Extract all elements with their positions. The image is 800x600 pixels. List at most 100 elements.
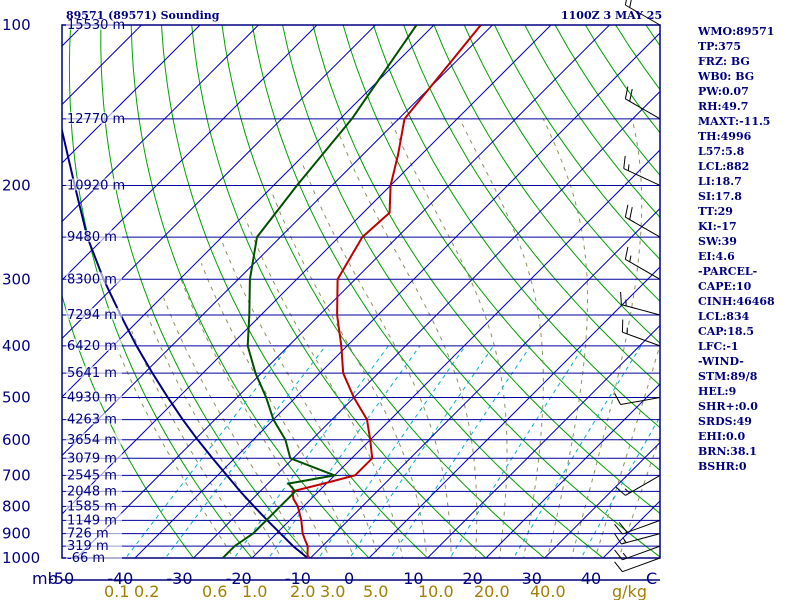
wind-barb bbox=[624, 86, 661, 120]
temperature-tick-label: C bbox=[646, 569, 657, 588]
wind-barb bbox=[614, 519, 661, 535]
index-18: CINH:46468 bbox=[698, 295, 775, 308]
isotherm bbox=[0, 13, 36, 569]
index-27: EHI:0.0 bbox=[698, 430, 746, 443]
barb-staff bbox=[620, 397, 661, 405]
wind-barb bbox=[624, 246, 661, 280]
temperature-tick-label: -30 bbox=[166, 569, 192, 588]
height-label-bg bbox=[66, 366, 122, 379]
height-label-bg bbox=[66, 230, 122, 243]
dry-adiabat bbox=[312, 25, 660, 514]
height-label-bg bbox=[66, 390, 122, 403]
barb-staff bbox=[623, 168, 661, 186]
height-label: 319 m bbox=[67, 539, 109, 554]
height-label: 12770 m bbox=[67, 112, 125, 127]
height-label-bg bbox=[66, 468, 122, 481]
wind-barb bbox=[624, 0, 661, 26]
height-label-bg bbox=[66, 513, 122, 526]
isotherm bbox=[62, 25, 377, 340]
dry-adiabat bbox=[403, 25, 660, 386]
pressure-tick-label: 600 bbox=[2, 431, 31, 449]
mixing-ratio-tick-label: 0.2 bbox=[134, 582, 159, 600]
dewpoint-trace bbox=[222, 25, 418, 558]
moist-adiabat bbox=[270, 191, 428, 558]
barb-staff bbox=[621, 304, 661, 316]
temperature-tick-label: 40 bbox=[581, 569, 601, 588]
index-3: WB0: BG bbox=[698, 70, 755, 83]
observation-time: 1100Z 3 MAY 25 bbox=[561, 9, 663, 22]
pressure-tick-label: 300 bbox=[2, 270, 31, 288]
barb-half-feather bbox=[629, 255, 632, 262]
height-label-bg bbox=[66, 272, 122, 285]
isotherm bbox=[62, 25, 318, 281]
isotherm bbox=[62, 25, 260, 223]
dry-adiabat bbox=[342, 25, 660, 471]
wind-barb bbox=[623, 155, 661, 186]
wind-barb bbox=[614, 557, 661, 573]
height-label: 8300 m bbox=[67, 272, 117, 287]
isotherm bbox=[62, 25, 494, 457]
barb-feather bbox=[624, 204, 629, 218]
barb-feather bbox=[623, 155, 626, 169]
index-12: TT:29 bbox=[698, 205, 733, 218]
index-22: -WIND- bbox=[698, 355, 744, 368]
moist-adiabat bbox=[459, 118, 544, 558]
chart-frame bbox=[61, 24, 661, 581]
isotherm bbox=[309, 207, 660, 558]
isotherm bbox=[485, 383, 660, 558]
barb-staff bbox=[622, 545, 661, 561]
height-label: 3654 m bbox=[67, 433, 117, 448]
wind-barb bbox=[624, 204, 661, 238]
mixing-ratio-tick-label: 1.0 bbox=[242, 582, 267, 600]
barb-staff bbox=[625, 98, 661, 120]
barb-feather bbox=[624, 246, 629, 260]
wind-barb bbox=[615, 475, 661, 496]
pressure-tick-label: 900 bbox=[2, 525, 31, 543]
mixing-ratio-tick-label: 10.0 bbox=[418, 582, 454, 600]
barb-half-feather bbox=[627, 164, 630, 171]
height-label-bg bbox=[66, 499, 122, 512]
height-label-bg bbox=[66, 551, 122, 563]
barb-staff bbox=[621, 533, 661, 545]
height-label: 1585 m bbox=[67, 499, 117, 514]
dry-adiabat bbox=[494, 25, 660, 261]
moist-adiabat bbox=[163, 297, 306, 558]
index-20: CAP:18.5 bbox=[698, 325, 755, 338]
barb-feather bbox=[624, 86, 629, 99]
pressure-tick-label: 200 bbox=[2, 176, 31, 194]
station-title: 89571 (89571) Sounding bbox=[66, 9, 220, 22]
index-21: LFC:-1 bbox=[698, 340, 739, 353]
height-label-bg bbox=[66, 18, 122, 30]
height-label: 2545 m bbox=[67, 468, 117, 483]
mixing-ratio-tick-label: 40.0 bbox=[530, 582, 566, 600]
isotherm bbox=[62, 25, 201, 164]
height-label: 15530 m bbox=[67, 18, 125, 33]
height-label-bg bbox=[66, 484, 122, 497]
index-29: BSHR:0 bbox=[698, 460, 747, 473]
barb-staff bbox=[622, 331, 661, 347]
mixing-ratio-line bbox=[164, 345, 326, 558]
barb-half-feather bbox=[624, 488, 631, 494]
mixing-ratio-line bbox=[318, 345, 466, 558]
temperature-tick-label: 30 bbox=[522, 569, 542, 588]
barb-staff bbox=[622, 519, 661, 535]
barb-feather bbox=[620, 291, 622, 305]
barb-feather bbox=[624, 0, 627, 6]
mixing-ratio-line bbox=[390, 345, 531, 558]
temperature-tick-label: -50 bbox=[48, 569, 74, 588]
height-label: 4930 m bbox=[67, 391, 117, 406]
mixing-ratio-lines bbox=[125, 345, 660, 558]
index-1: TP:375 bbox=[698, 40, 742, 53]
mixing-ratio-tick-label: 0.6 bbox=[202, 582, 227, 600]
isotherm bbox=[368, 266, 660, 558]
barb-half-feather bbox=[622, 552, 628, 559]
dry-adiabats bbox=[62, 25, 660, 558]
mixing-ratio-line bbox=[125, 345, 290, 558]
temperature-tick-label: -20 bbox=[226, 569, 252, 588]
barb-half-feather bbox=[622, 537, 627, 543]
moist-adiabat bbox=[570, 118, 643, 558]
index-19: LCL:834 bbox=[698, 310, 750, 323]
height-label: -66 m bbox=[67, 551, 105, 566]
mixing-ratio-line bbox=[349, 345, 494, 558]
